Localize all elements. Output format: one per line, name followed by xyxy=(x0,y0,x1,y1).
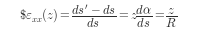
Text: ${\$}\varepsilon_{xx}(z) = \dfrac{ds^{\prime} - ds}{ds} = z\dfrac{d\alpha}{ds} =: ${\$}\varepsilon_{xx}(z) = \dfrac{ds^{\p… xyxy=(19,3,178,30)
